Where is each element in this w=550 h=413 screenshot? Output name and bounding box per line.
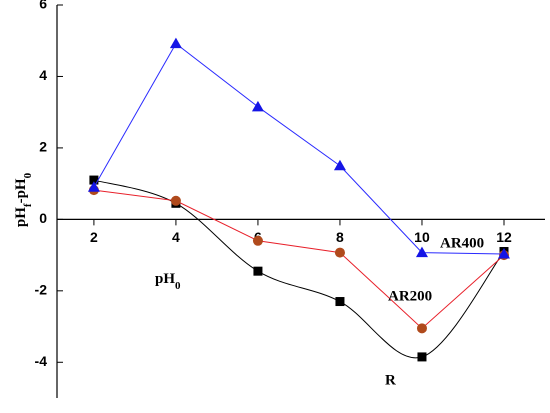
marker bbox=[415, 246, 428, 258]
marker bbox=[416, 323, 427, 334]
x-tick-label: 12 bbox=[496, 229, 512, 245]
marker bbox=[89, 175, 99, 185]
x-axis-label: pH0 bbox=[155, 271, 181, 291]
x-tick-label: 10 bbox=[414, 229, 430, 245]
x-label-part: pH bbox=[155, 271, 175, 287]
y-label-part: 0 bbox=[22, 172, 34, 178]
marker bbox=[334, 247, 345, 258]
y-axis-label: pHf-pH0 bbox=[13, 172, 33, 227]
marker bbox=[169, 37, 182, 49]
series-label: R bbox=[385, 372, 396, 388]
series-label: AR400 bbox=[440, 235, 484, 251]
x-label-part: 0 bbox=[175, 280, 181, 292]
marker bbox=[251, 100, 264, 112]
marker bbox=[253, 266, 263, 276]
marker bbox=[335, 297, 345, 307]
series-label: AR200 bbox=[388, 288, 432, 304]
y-label-part: pH bbox=[13, 207, 29, 227]
series-line bbox=[93, 42, 505, 255]
x-tick-label: 8 bbox=[336, 229, 344, 245]
y-label-part: -pH bbox=[13, 178, 29, 203]
marker bbox=[87, 181, 100, 192]
marker bbox=[252, 235, 263, 246]
y-tick-label: 2 bbox=[39, 139, 47, 155]
y-label-part: f bbox=[22, 203, 34, 207]
series-line bbox=[93, 179, 505, 359]
marker bbox=[497, 248, 510, 259]
marker bbox=[417, 352, 427, 362]
x-tick-label: 2 bbox=[90, 229, 98, 245]
marker bbox=[170, 195, 181, 206]
y-tick-label: 6 bbox=[39, 0, 47, 12]
y-tick-label: 4 bbox=[39, 67, 47, 83]
series-line bbox=[93, 189, 505, 330]
marker bbox=[333, 159, 346, 171]
y-tick-label: -4 bbox=[35, 353, 48, 369]
y-tick-label: 0 bbox=[39, 210, 47, 226]
y-tick-label: -2 bbox=[35, 282, 48, 298]
x-tick-label: 4 bbox=[172, 229, 180, 245]
